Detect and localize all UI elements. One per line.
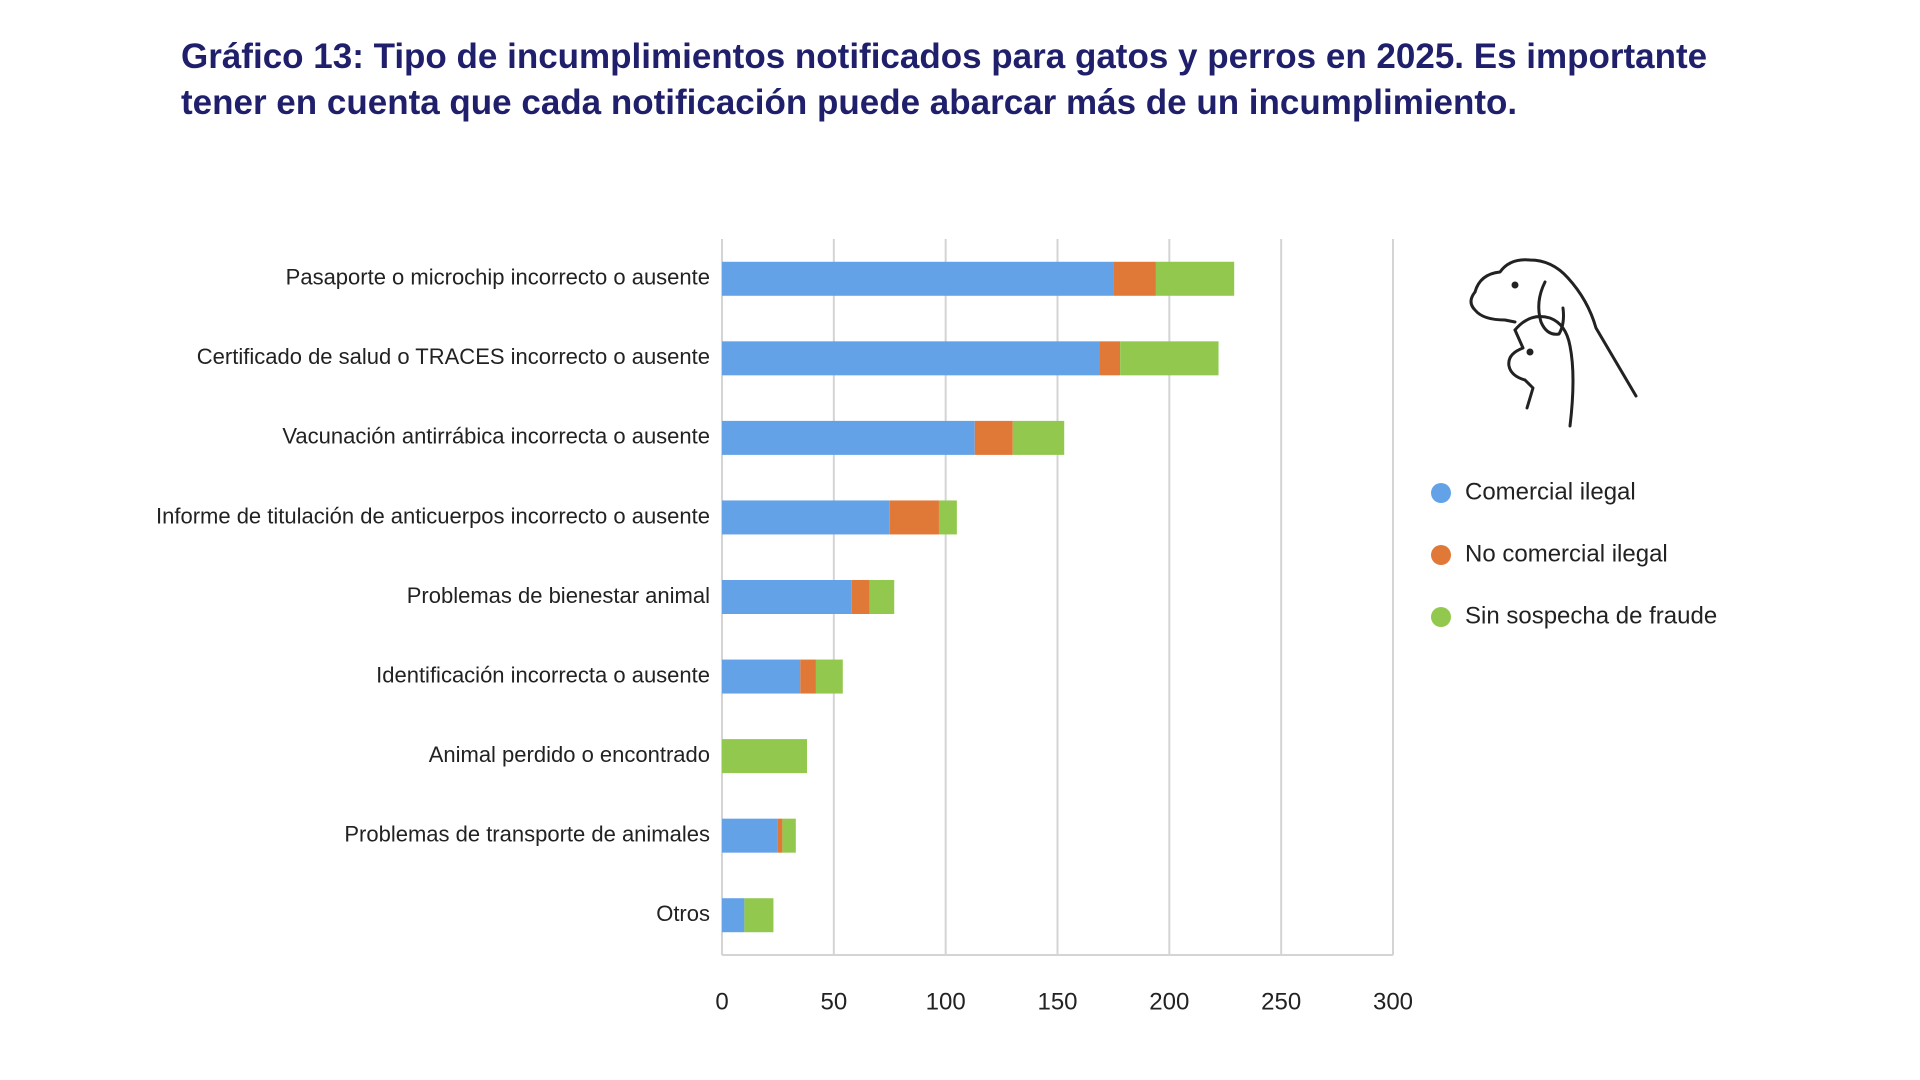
legend-swatch	[1431, 607, 1451, 627]
bar-segment	[722, 659, 801, 694]
y-tick-label: Pasaporte o microchip incorrecto o ausen…	[286, 265, 710, 290]
bar-segment	[744, 898, 774, 933]
legend-swatch	[1431, 483, 1451, 503]
bar-segment	[722, 898, 745, 933]
bar-segment	[974, 420, 1013, 455]
bar-segment	[1113, 261, 1156, 296]
x-tick-label: 100	[926, 988, 966, 1015]
bar-segment	[800, 659, 816, 694]
x-tick-label: 250	[1261, 988, 1301, 1015]
bar-segment	[1155, 261, 1235, 296]
bar-segment	[722, 341, 1100, 376]
legend-label: Sin sospecha de fraude	[1465, 602, 1717, 629]
y-tick-label: Otros	[656, 901, 710, 926]
x-tick-label: 150	[1037, 988, 1077, 1015]
y-tick-label: Animal perdido o encontrado	[429, 742, 710, 767]
bar-segment	[722, 580, 852, 614]
bar-segment	[815, 659, 843, 694]
y-tick-label: Vacunación antirrábica incorrecta o ause…	[282, 424, 710, 449]
bar-segment	[1120, 341, 1219, 376]
x-tick-label: 300	[1373, 988, 1413, 1015]
bar-segment	[938, 500, 957, 535]
legend-label: No comercial ilegal	[1465, 540, 1668, 567]
x-tick-label: 200	[1149, 988, 1189, 1015]
bar-segment	[889, 500, 939, 535]
legend-swatch	[1431, 545, 1451, 565]
legend-label: Comercial ilegal	[1465, 478, 1636, 505]
y-tick-label: Certificado de salud o TRACES incorrecto…	[197, 344, 710, 369]
bar-segment	[722, 739, 807, 774]
bar-segment	[869, 580, 895, 614]
bar-segment	[722, 261, 1114, 296]
bar-segment	[1012, 420, 1065, 455]
bar-segment	[722, 420, 975, 455]
bar-segment	[722, 500, 890, 535]
dog-cat-icon	[1469, 258, 1638, 428]
y-tick-label: Informe de titulación de anticuerpos inc…	[156, 503, 710, 528]
y-tick-label: Problemas de transporte de animales	[344, 821, 710, 846]
bar-segment	[782, 818, 796, 853]
bar-segment	[851, 580, 870, 614]
y-tick-label: Identificación incorrecta o ausente	[376, 662, 710, 687]
x-tick-label: 50	[820, 988, 847, 1015]
bar-segment	[722, 818, 778, 853]
bar-segment	[1099, 341, 1121, 376]
bar-segment	[777, 818, 783, 853]
y-tick-label: Problemas de bienestar animal	[407, 583, 710, 608]
chart-title: Gráfico 13: Tipo de incumplimientos noti…	[181, 37, 1708, 122]
x-tick-label: 0	[715, 988, 728, 1015]
